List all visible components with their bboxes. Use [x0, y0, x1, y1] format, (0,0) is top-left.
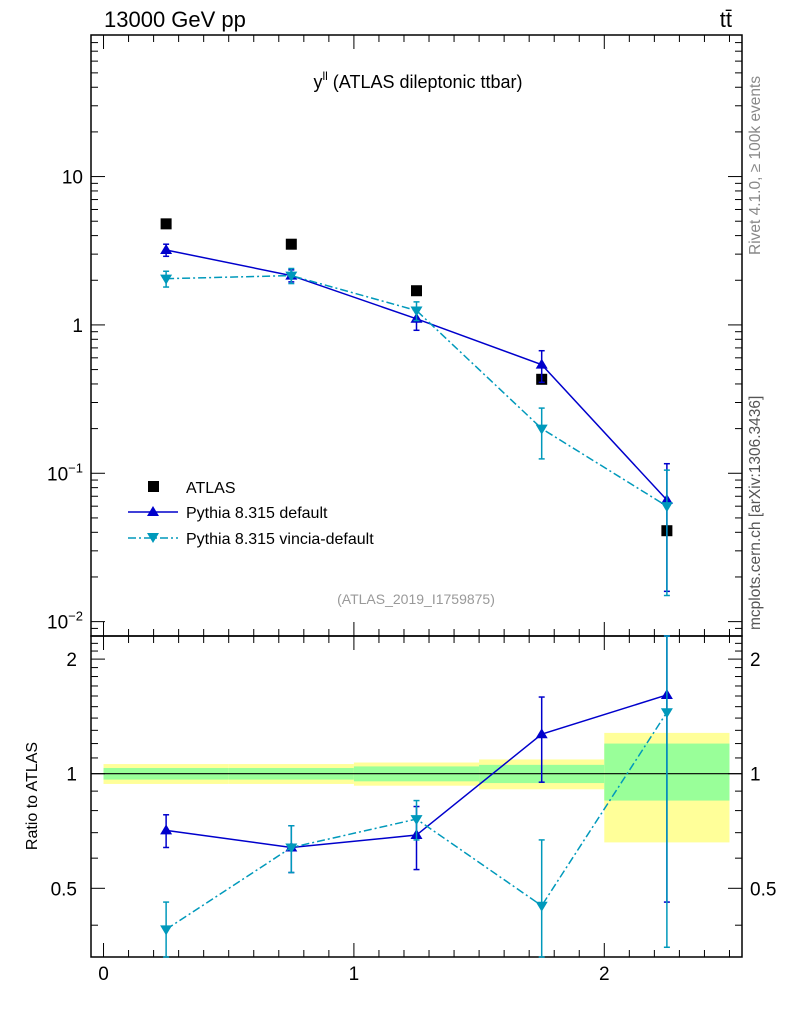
ratio-y-axis-label: Ratio to ATLAS — [24, 742, 41, 850]
side-mcplots-label: mcplots.cern.ch [arXiv:1306.3436] — [747, 396, 764, 630]
mc-point — [535, 424, 548, 435]
ratio-point — [160, 824, 173, 835]
plot-title: yll (ATLAS dileptonic ttbar) — [313, 69, 522, 92]
mc-point — [410, 306, 423, 317]
ratio-point — [535, 901, 548, 912]
ratio-series-2 — [160, 635, 673, 958]
analysis-label: (ATLAS_2019_I1759875) — [337, 591, 495, 607]
x-tick-label: 1 — [349, 964, 360, 985]
main-y-tick-labels: 10 1 10−1 10−2 — [47, 168, 83, 634]
ratio-point — [285, 843, 298, 854]
mc-point — [660, 502, 673, 513]
ratio-panel: 0.5 1 2 0.5 1 2 Ratio to ATLAS 0 1 2 — [24, 635, 776, 985]
main-y-tick-label: 10−1 — [47, 460, 83, 485]
header-process-label: tt̄ — [720, 7, 732, 32]
legend: ATLAS Pythia 8.315 default Pythia 8.315 … — [128, 480, 374, 548]
main-ticks — [91, 34, 742, 637]
x-tick-label: 2 — [599, 964, 610, 985]
ratio-point — [160, 925, 173, 936]
ratio-y-tick-labels-right: 0.5 1 2 — [750, 650, 776, 900]
ratio-point — [660, 708, 673, 719]
legend-marker-vincia — [147, 533, 159, 543]
ratio-y-tick-labels: 0.5 1 2 — [51, 650, 77, 900]
legend-label-default: Pythia 8.315 default — [186, 505, 328, 522]
header-energy-label: 13000 GeV pp — [104, 7, 246, 32]
main-y-tick-label: 10 — [62, 168, 83, 189]
legend-label-vincia: Pythia 8.315 vincia-default — [186, 531, 374, 548]
x-tick-label: 0 — [98, 964, 109, 985]
data-point — [160, 218, 172, 230]
ratio-panel-frame — [90, 635, 743, 958]
ratio-y-tick-label-right: 1 — [750, 765, 761, 786]
ratio-ticks — [91, 636, 742, 957]
main-y-tick-label: 1 — [72, 316, 83, 337]
data-point — [411, 285, 422, 297]
mc-point — [285, 271, 298, 282]
ratio-y-tick-label-right: 2 — [750, 650, 761, 671]
main-y-tick-label: 10−2 — [47, 609, 83, 634]
series-0 — [160, 218, 673, 537]
series-line — [166, 274, 668, 507]
main-series — [160, 218, 673, 597]
data-point — [285, 238, 297, 250]
mc-point — [160, 274, 173, 285]
mc-point — [535, 358, 548, 369]
x-tick-labels: 0 1 2 — [98, 964, 609, 985]
legend-marker-default — [147, 506, 159, 516]
main-panel: yll (ATLAS dileptonic ttbar) (ATLAS_2019… — [47, 34, 743, 637]
ratio-y-tick-label-left: 0.5 — [51, 879, 77, 900]
ratio-point — [535, 728, 548, 739]
mc-point — [160, 243, 173, 254]
ratio-y-tick-label-left: 2 — [66, 650, 77, 671]
legend-marker-atlas — [148, 481, 159, 492]
ratio-series — [160, 635, 673, 958]
legend-label-atlas: ATLAS — [186, 480, 236, 497]
ratio-y-tick-label-left: 1 — [66, 765, 77, 786]
side-rivet-label: Rivet 4.1.0, ≥ 100k events — [747, 76, 764, 255]
ratio-y-tick-label-right: 0.5 — [750, 879, 776, 900]
series-2 — [160, 267, 673, 597]
ratio-point — [410, 815, 423, 826]
